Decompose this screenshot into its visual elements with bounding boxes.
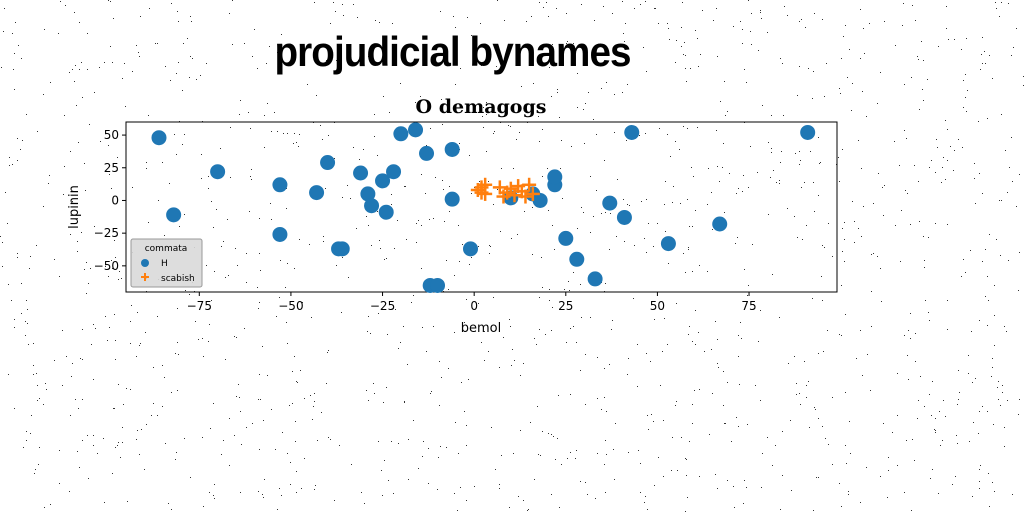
- point-h: [569, 251, 585, 267]
- point-h: [408, 122, 424, 138]
- x-axis-label: bemol: [461, 321, 501, 336]
- point-scabish: [507, 188, 522, 203]
- legend-marker-h: [141, 259, 149, 267]
- point-h: [587, 271, 603, 287]
- point-h: [364, 198, 380, 214]
- plot-marks: [151, 122, 816, 293]
- point-scabish: [478, 177, 493, 192]
- y-axis: −50 −25 0 25 50: [94, 128, 126, 273]
- point-h: [616, 209, 632, 225]
- point-h: [272, 226, 288, 242]
- point-h: [360, 186, 376, 202]
- point-h: [463, 241, 479, 257]
- point-scabish: [492, 180, 507, 195]
- point-scabish: [500, 185, 515, 200]
- y-tick-label: −50: [94, 259, 119, 273]
- point-h: [334, 241, 350, 257]
- point-scabish: [525, 186, 540, 201]
- point-h: [166, 207, 182, 223]
- point-h: [800, 124, 816, 140]
- point-h: [547, 169, 563, 185]
- legend-title: commata: [145, 244, 188, 254]
- plot-frame: [125, 121, 838, 293]
- point-h: [712, 216, 728, 232]
- legend-label-scabish: scabish: [161, 274, 195, 284]
- x-tick-label: 25: [558, 299, 573, 313]
- y-axis-label: lupinin: [67, 185, 82, 229]
- x-axis: −75 −50 −25 0 25 50 75: [187, 292, 757, 313]
- point-h: [378, 204, 394, 220]
- x-tick-label: −75: [187, 299, 212, 313]
- legend: commata H scabish: [130, 238, 203, 288]
- point-h: [660, 236, 676, 252]
- point-h: [353, 165, 369, 181]
- point-h: [210, 164, 226, 180]
- point-h: [386, 164, 402, 180]
- x-tick-label: −25: [370, 299, 395, 313]
- point-h: [532, 192, 548, 208]
- point-h: [444, 191, 460, 207]
- y-tick-label: 25: [104, 161, 119, 175]
- y-tick-label: −25: [94, 226, 119, 240]
- point-h: [375, 173, 391, 189]
- point-scabish: [522, 177, 537, 192]
- point-h: [272, 177, 288, 193]
- legend-label-h: H: [161, 259, 168, 269]
- x-tick-label: −50: [278, 299, 303, 313]
- point-h: [602, 195, 618, 211]
- point-scabish: [518, 189, 533, 204]
- legend-box: [130, 238, 203, 288]
- point-h: [419, 145, 435, 161]
- point-h: [558, 230, 574, 246]
- x-tick-label: 50: [650, 299, 665, 313]
- y-tick-label: 0: [111, 193, 119, 207]
- x-tick-label: 0: [470, 299, 478, 313]
- point-h: [309, 185, 325, 201]
- page-title: projudicial bynames: [274, 28, 631, 75]
- point-h: [444, 141, 460, 157]
- point-h: [151, 130, 167, 146]
- x-tick-label: 75: [741, 299, 756, 313]
- legend-marker-scabish: [141, 273, 149, 281]
- point-h: [430, 277, 446, 293]
- y-tick-label: 50: [104, 128, 119, 142]
- point-h: [393, 126, 409, 142]
- point-h: [320, 155, 336, 171]
- point-h: [624, 124, 640, 140]
- chart-title: O demagogs: [416, 96, 547, 118]
